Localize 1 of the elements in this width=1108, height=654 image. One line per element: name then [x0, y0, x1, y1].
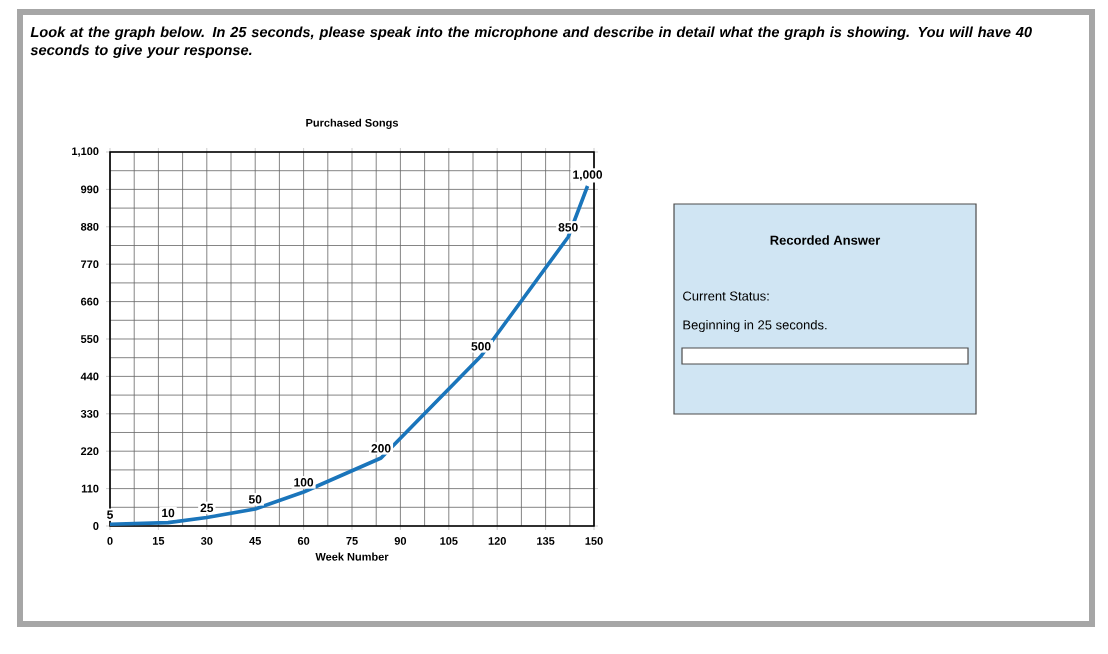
line-series	[108, 184, 590, 527]
